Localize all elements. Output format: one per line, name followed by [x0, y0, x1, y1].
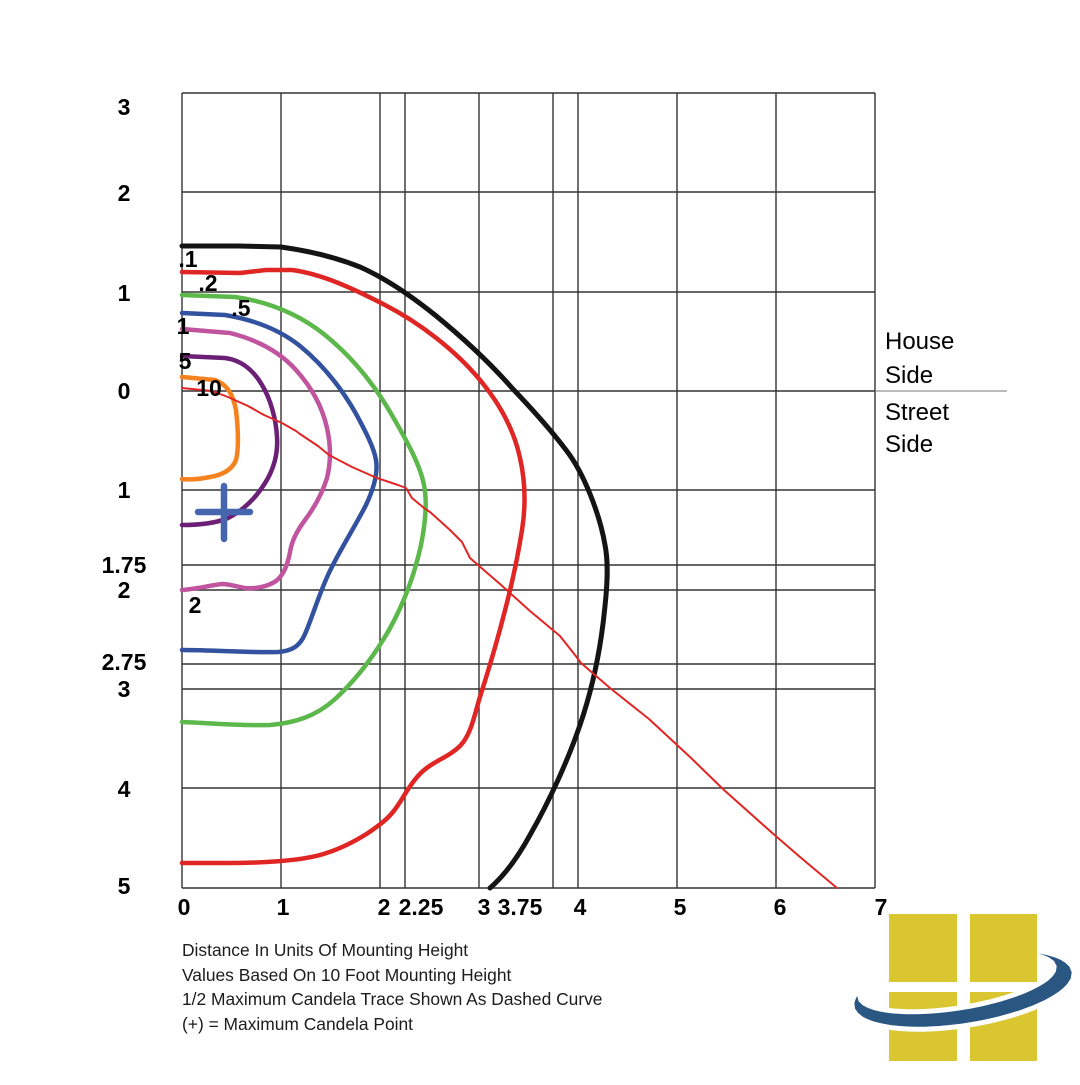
svg-text:0: 0	[178, 894, 191, 920]
svg-text:6: 6	[774, 894, 787, 920]
svg-text:Side: Side	[885, 362, 933, 389]
svg-text:.5: .5	[231, 295, 250, 321]
svg-text:2: 2	[118, 180, 131, 206]
svg-text:Distance In Units Of Mounting: Distance In Units Of Mounting Height	[182, 940, 468, 960]
svg-text:House: House	[885, 328, 954, 355]
svg-text:5: 5	[674, 894, 687, 920]
svg-text:Street: Street	[885, 399, 949, 426]
svg-text:3: 3	[478, 894, 491, 920]
svg-text:5: 5	[118, 873, 131, 899]
svg-text:.1: .1	[178, 246, 197, 272]
svg-text:2.25: 2.25	[399, 894, 444, 920]
svg-text:4: 4	[574, 894, 587, 920]
svg-text:1: 1	[277, 894, 290, 920]
svg-text:7: 7	[875, 894, 888, 920]
svg-text:2: 2	[118, 577, 131, 603]
svg-text:0: 0	[118, 378, 131, 404]
svg-text:3.75: 3.75	[498, 894, 543, 920]
svg-text:3: 3	[118, 94, 131, 120]
svg-text:1: 1	[177, 313, 190, 339]
svg-text:1: 1	[118, 280, 131, 306]
svg-text:3: 3	[118, 676, 131, 702]
svg-text:.2: .2	[198, 270, 217, 296]
svg-text:5: 5	[179, 348, 192, 374]
svg-text:2.75: 2.75	[102, 649, 147, 675]
svg-text:1: 1	[118, 477, 131, 503]
svg-text:(+) = Maximum Candela Point: (+) = Maximum Candela Point	[182, 1014, 413, 1034]
svg-text:2: 2	[378, 894, 391, 920]
svg-text:4: 4	[118, 776, 131, 802]
svg-text:1/2 Maximum Candela Trace Show: 1/2 Maximum Candela Trace Shown As Dashe…	[182, 989, 602, 1009]
svg-text:2: 2	[189, 592, 202, 618]
svg-text:Side: Side	[885, 431, 933, 458]
svg-text:Values Based On 10 Foot Mounti: Values Based On 10 Foot Mounting Height	[182, 965, 512, 985]
svg-text:1.75: 1.75	[102, 552, 147, 578]
svg-text:10: 10	[196, 375, 222, 401]
